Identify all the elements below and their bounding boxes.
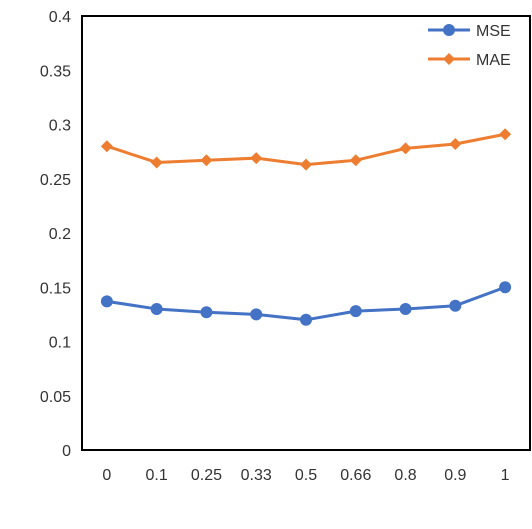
mae-point xyxy=(499,128,512,141)
mae-point xyxy=(250,152,263,165)
mse-point xyxy=(349,305,362,318)
mae-point xyxy=(399,142,412,155)
mae-point xyxy=(200,154,213,167)
mae-point xyxy=(300,158,312,171)
y-tick-label: 0.15 xyxy=(40,280,71,297)
y-tick-label: 0.3 xyxy=(49,118,71,135)
series-layer xyxy=(100,128,512,326)
mse-point xyxy=(449,299,462,312)
mae-point xyxy=(349,154,362,167)
x-tick-label: 0.9 xyxy=(444,467,466,484)
x-tick-label: 0.25 xyxy=(191,467,222,484)
plot-area-frame xyxy=(81,15,531,451)
series-mae xyxy=(100,128,512,171)
x-tick-label: 0 xyxy=(102,467,111,484)
mse-point xyxy=(150,302,163,315)
legend-item-mae: MAE xyxy=(428,52,511,69)
x-axis: 0 0.1 0.25 0.33 0.5 0.66 0.8 0.9 1 xyxy=(102,467,509,484)
x-tick-label: 0.5 xyxy=(295,467,317,484)
y-tick-label: 0 xyxy=(62,443,71,460)
legend-item-mse: MSE xyxy=(428,23,511,40)
mae-point xyxy=(150,156,163,169)
x-tick-label: 0.8 xyxy=(394,467,416,484)
legend-marker-mse xyxy=(443,24,455,36)
y-axis: 0 0.05 0.1 0.15 0.2 0.25 0.3 0.35 0.4 xyxy=(40,9,71,460)
mae-point xyxy=(449,138,462,151)
y-tick-label: 0.25 xyxy=(40,172,71,189)
x-tick-label: 0.66 xyxy=(340,467,371,484)
mse-point xyxy=(100,295,113,308)
mse-point xyxy=(399,302,412,315)
legend-marker-mae xyxy=(443,53,455,65)
mse-point xyxy=(300,313,312,326)
legend-label-mae: MAE xyxy=(476,52,511,69)
x-tick-label: 1 xyxy=(501,467,510,484)
y-tick-label: 0.35 xyxy=(40,63,71,80)
legend-label-mse: MSE xyxy=(476,23,511,40)
legend: MSE MAE xyxy=(428,23,511,69)
y-tick-label: 0.1 xyxy=(49,335,71,352)
x-tick-label: 0.1 xyxy=(146,467,168,484)
mae-point xyxy=(100,140,113,153)
y-tick-label: 0.2 xyxy=(49,226,71,243)
mse-point xyxy=(250,308,263,321)
y-tick-label: 0.05 xyxy=(40,389,71,406)
mse-point xyxy=(499,281,512,294)
y-tick-label: 0.4 xyxy=(49,9,71,26)
mse-point xyxy=(200,306,213,319)
series-mse xyxy=(100,281,512,326)
x-tick-label: 0.33 xyxy=(241,467,272,484)
